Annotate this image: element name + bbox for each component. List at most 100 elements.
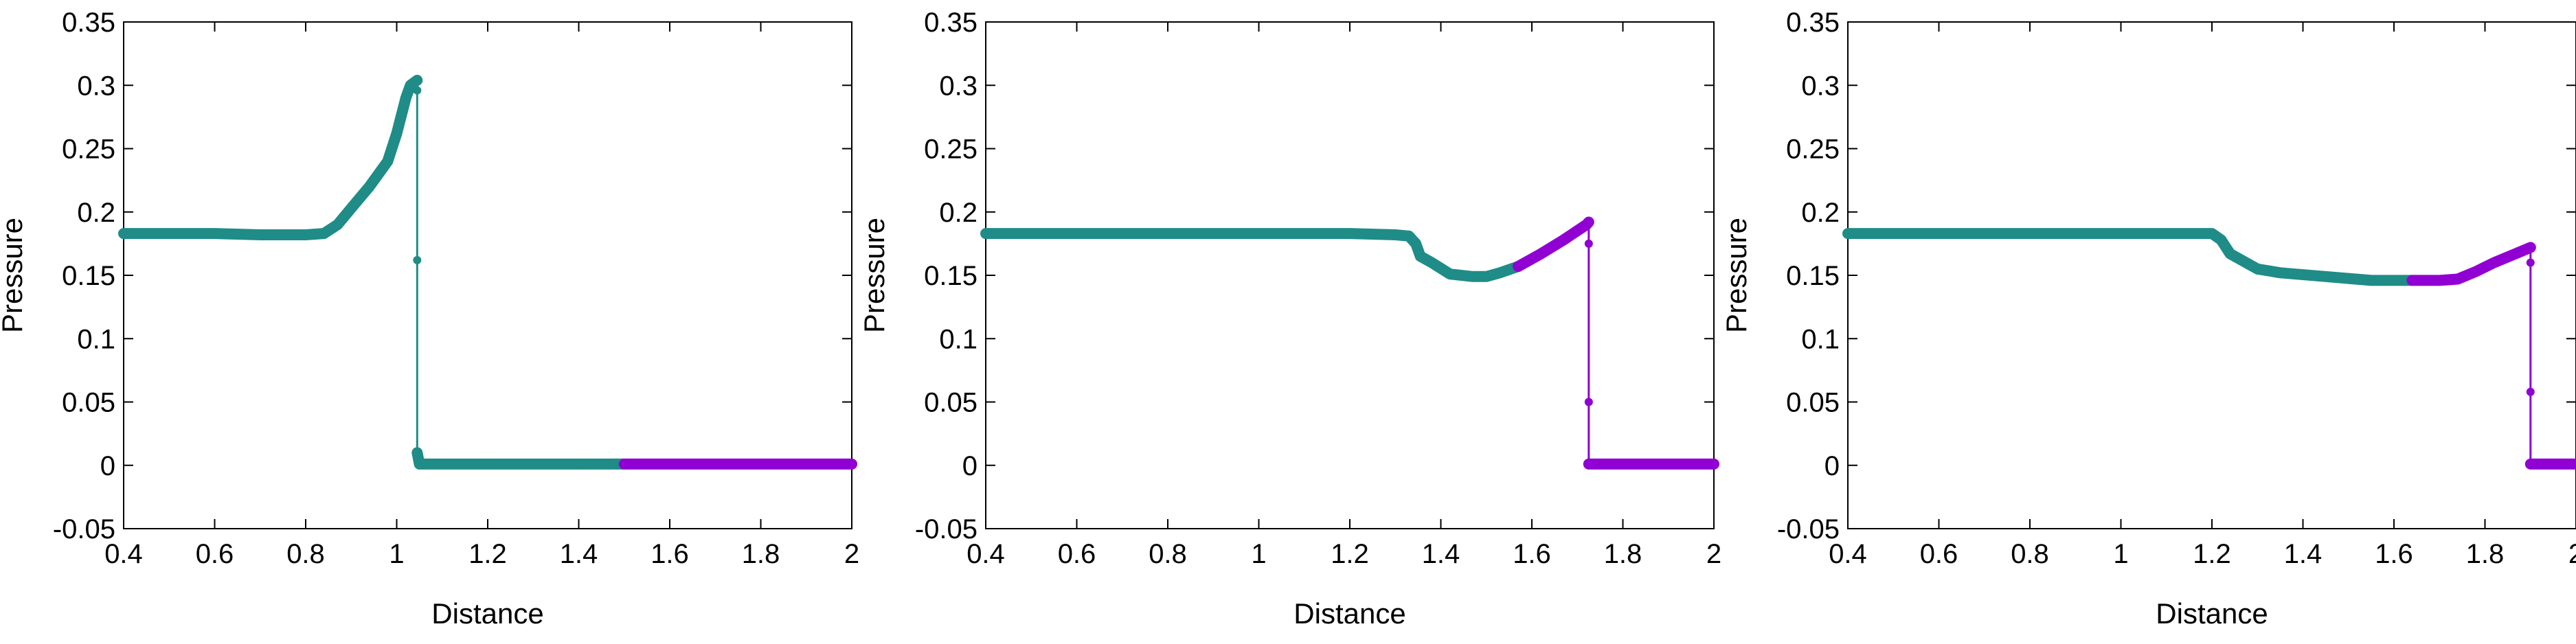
- y-tick-label: 0: [1824, 451, 1840, 481]
- data-point: [333, 220, 342, 229]
- x-tick-label: 1.2: [1331, 539, 1369, 569]
- series-line: [980, 228, 1524, 282]
- data-point: [1710, 459, 1718, 468]
- x-tick-label: 0.4: [1829, 539, 1867, 569]
- data-point: [319, 229, 328, 238]
- series-1: [118, 74, 630, 470]
- x-axis-label: Distance: [2156, 597, 2268, 630]
- x-tick-label: 1.6: [2375, 539, 2413, 569]
- x-tick-label: 0.6: [1920, 539, 1958, 569]
- chart-panel-2: 0.4 0.6 0.8 1 1.2 1.4 1.6 1.8 2 -0.05 0 0.05 0.1 0.15…: [858, 8, 1721, 630]
- y-tick-label: 0.2: [1801, 198, 1840, 228]
- x-axis-label: Distance: [1293, 597, 1405, 630]
- data-point: [365, 182, 374, 191]
- x-tick-label: 0.6: [196, 539, 234, 569]
- x-tick-label: 0.8: [286, 539, 325, 569]
- plot-frame: [985, 21, 1715, 529]
- y-tick-label: 0.25: [924, 135, 978, 165]
- series-connector: [124, 79, 624, 465]
- data-point: [165, 229, 174, 238]
- x-tick-label: 1.4: [1422, 539, 1460, 569]
- y-tick-label: 0.35: [1786, 8, 1840, 38]
- data-point: [848, 459, 856, 468]
- x-tick-label: 1.8: [2466, 539, 2505, 569]
- y-tick-label: 0.15: [924, 261, 978, 291]
- series-2: [2406, 242, 2576, 470]
- y-tick-label: 0.35: [924, 8, 978, 38]
- data-point: [1427, 258, 1436, 267]
- y-tick-label: 0.1: [939, 324, 978, 354]
- x-axis-label: Distance: [431, 597, 543, 630]
- data-point: [1495, 268, 1504, 277]
- data-point: [620, 459, 629, 468]
- data-point: [1844, 229, 1852, 238]
- plot-frame: [123, 21, 852, 529]
- data-point: [413, 76, 422, 84]
- y-tick-label: 0.05: [62, 388, 115, 418]
- data-point: [2226, 249, 2235, 258]
- data-point: [2235, 255, 2244, 264]
- data-point: [2489, 258, 2498, 267]
- data-point: [413, 448, 422, 457]
- x-tick-label: 1.4: [2284, 539, 2323, 569]
- y-tick-label: 0.3: [1801, 71, 1840, 101]
- data-point: [1584, 459, 1593, 468]
- data-point: [2217, 235, 2226, 244]
- x-tick-label: 1.8: [742, 539, 780, 569]
- y-axis-label: Pressure: [1720, 218, 1752, 333]
- data-point: [2526, 459, 2535, 468]
- data-point: [1405, 231, 1414, 240]
- x-tick-label: 0.6: [1058, 539, 1096, 569]
- x-tick-label: 1: [2113, 539, 2128, 569]
- data-point: [2208, 229, 2216, 238]
- y-tick-label: 0.05: [1786, 388, 1840, 418]
- data-point: [392, 129, 401, 138]
- data-point: [2526, 243, 2535, 252]
- data-point: [2276, 268, 2285, 277]
- data-point: [413, 255, 422, 264]
- data-point: [1346, 229, 1354, 238]
- data-point: [347, 204, 356, 213]
- data-point: [711, 459, 720, 468]
- data-point: [1537, 249, 1546, 258]
- series-2: [1513, 216, 1719, 470]
- series-1: [1842, 228, 2418, 286]
- x-tick-label: 1: [389, 539, 404, 569]
- y-tick-label: 0.1: [77, 324, 115, 354]
- data-point: [2526, 258, 2535, 267]
- data-point: [2366, 276, 2375, 285]
- y-tick-label: 0.25: [62, 135, 115, 165]
- data-point: [401, 93, 410, 102]
- y-tick-label: 0.3: [77, 71, 115, 101]
- data-point: [574, 459, 583, 468]
- y-axis-label: Pressure: [0, 218, 28, 333]
- data-point: [2026, 229, 2034, 238]
- data-point: [2508, 251, 2517, 260]
- x-tick-label: 0.8: [2011, 539, 2049, 569]
- data-point: [415, 459, 424, 468]
- y-tick-label: -0.05: [915, 514, 978, 544]
- series-1: [980, 228, 1524, 282]
- y-tick-label: 0.2: [77, 198, 115, 228]
- data-point: [2572, 459, 2576, 468]
- series-line: [118, 74, 423, 240]
- y-axis-label: Pressure: [858, 218, 890, 333]
- x-tick-label: 2: [2568, 539, 2576, 569]
- data-point: [1416, 252, 1425, 261]
- y-tick-label: 0: [962, 451, 978, 481]
- x-tick-label: 2: [844, 539, 859, 569]
- y-tick-label: 0: [100, 451, 115, 481]
- data-point: [1584, 239, 1593, 248]
- data-point: [2526, 387, 2535, 396]
- x-tick-label: 1.6: [651, 539, 689, 569]
- data-point: [982, 229, 990, 238]
- data-point: [1559, 235, 1568, 244]
- data-point: [2472, 267, 2481, 276]
- y-tick-label: -0.05: [1777, 514, 1840, 544]
- data-point: [210, 229, 219, 238]
- data-point: [1468, 272, 1477, 281]
- data-point: [256, 230, 264, 239]
- x-tick-label: 1.8: [1604, 539, 1642, 569]
- series-2: [618, 458, 857, 470]
- x-tick-label: 1.2: [468, 539, 507, 569]
